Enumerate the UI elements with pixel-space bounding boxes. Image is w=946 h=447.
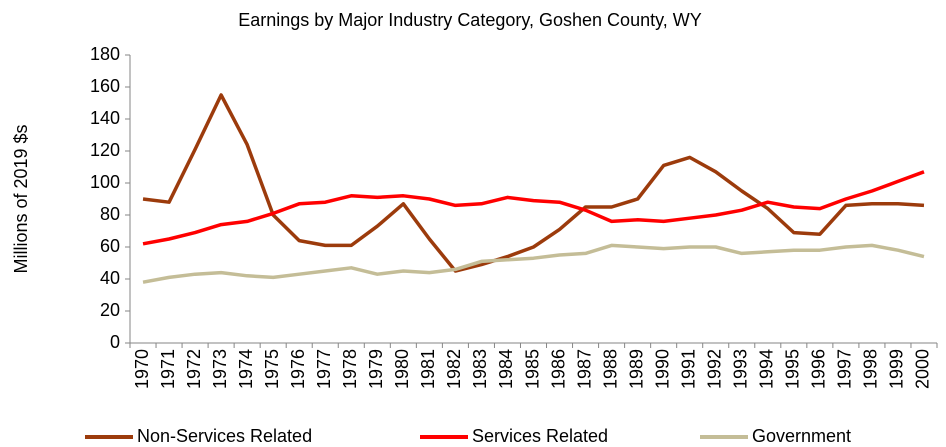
x-tick-label: 1975 <box>262 349 282 389</box>
y-tick-label: 160 <box>90 76 120 96</box>
x-tick-label: 1997 <box>835 349 855 389</box>
y-tick-label: 0 <box>110 332 120 352</box>
x-tick-label: 1999 <box>887 349 907 389</box>
x-tick-label: 1985 <box>522 349 542 389</box>
x-tick-label: 1991 <box>678 349 698 389</box>
x-tick-label: 1984 <box>496 349 516 389</box>
x-tick-label: 1998 <box>861 349 881 389</box>
y-axis-label: Millions of 2019 $s <box>11 124 31 273</box>
x-tick-label: 1989 <box>626 349 646 389</box>
y-tick-label: 40 <box>100 268 120 288</box>
x-tick-label: 1986 <box>548 349 568 389</box>
series-line <box>142 93 925 273</box>
x-tick-label: 1981 <box>418 349 438 389</box>
legend-label: Government <box>752 426 851 446</box>
legend-label: Non-Services Related <box>137 426 312 446</box>
x-tick-label: 1993 <box>731 349 751 389</box>
x-tick-label: 1995 <box>783 349 803 389</box>
chart-title: Earnings by Major Industry Category, Gos… <box>238 10 702 30</box>
x-tick-label: 1977 <box>314 349 334 389</box>
x-tick-label: 1996 <box>809 349 829 389</box>
x-tick-label: 1978 <box>340 349 360 389</box>
y-tick-label: 60 <box>100 236 120 256</box>
x-tick-label: 1972 <box>184 349 204 389</box>
y-tick-label: 100 <box>90 172 120 192</box>
y-tick-label: 80 <box>100 204 120 224</box>
series-line <box>142 243 925 284</box>
y-tick-label: 20 <box>100 300 120 320</box>
x-tick-label: 1974 <box>236 349 256 389</box>
x-tick-label: 1973 <box>210 349 230 389</box>
x-tick-label: 1983 <box>470 349 490 389</box>
x-tick-label: 1982 <box>444 349 464 389</box>
x-tick-label: 1994 <box>757 349 777 389</box>
y-tick-label: 120 <box>90 140 120 160</box>
x-tick-label: 1970 <box>132 349 152 389</box>
x-tick-label: 1979 <box>366 349 386 389</box>
x-tick-label: 2000 <box>913 349 933 389</box>
x-tick-label: 1988 <box>600 349 620 389</box>
x-tick-label: 1980 <box>392 349 412 389</box>
x-tick-label: 1987 <box>574 349 594 389</box>
x-tick-label: 1976 <box>288 349 308 389</box>
y-tick-label: 180 <box>90 44 120 64</box>
x-tick-label: 1992 <box>704 349 724 389</box>
series-line <box>142 170 925 246</box>
x-tick-label: 1971 <box>158 349 178 389</box>
y-tick-label: 140 <box>90 108 120 128</box>
x-tick-label: 1990 <box>652 349 672 389</box>
legend-label: Services Related <box>472 426 608 446</box>
